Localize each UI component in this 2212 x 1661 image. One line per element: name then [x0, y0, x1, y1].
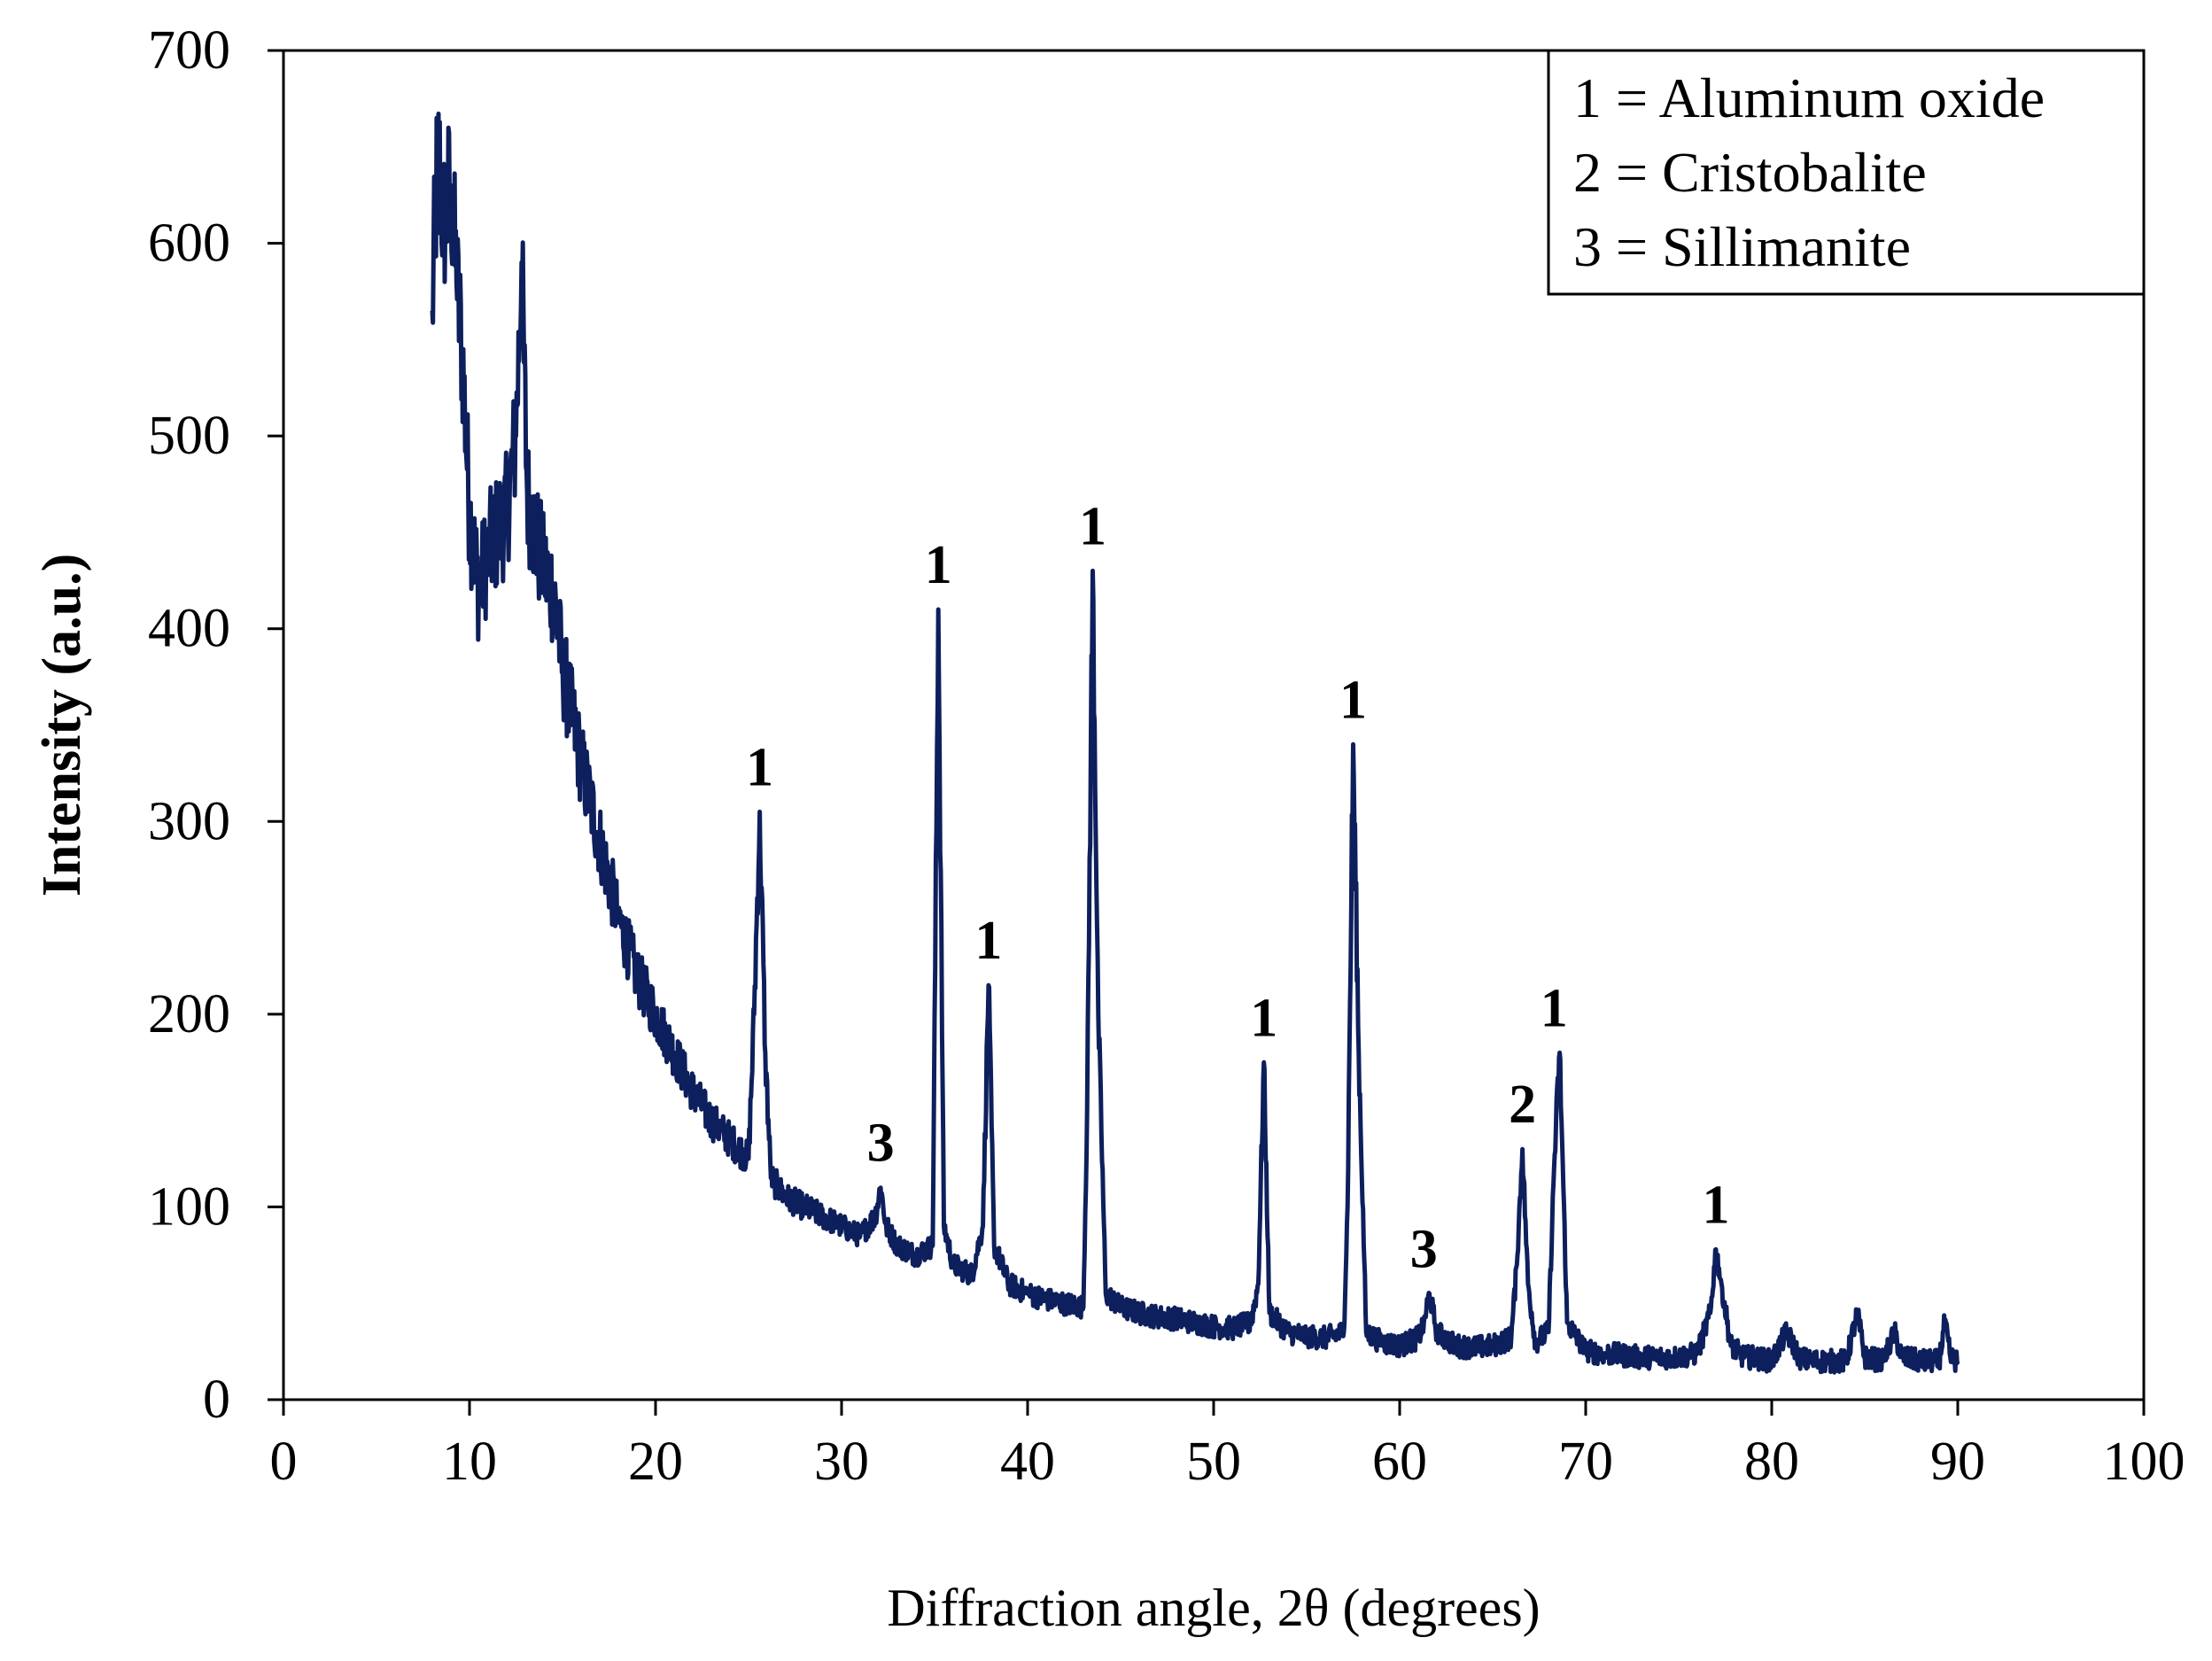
x-tick-label: 100 [2103, 1432, 2185, 1492]
series-line-xrd-pattern [430, 111, 1960, 1375]
peak-label: 1 [974, 911, 1002, 971]
legend: 1 = Aluminum oxide 2 = Cristobalite 3 = … [1547, 49, 2146, 296]
y-tick-label: 200 [148, 984, 230, 1044]
legend-entry-aluminum-oxide: 1 = Aluminum oxide [1573, 66, 2045, 129]
peak-label: 1 [1541, 978, 1568, 1038]
x-tick-label: 30 [814, 1432, 869, 1492]
x-tick-label: 0 [270, 1432, 298, 1492]
y-tick-label: 700 [148, 20, 230, 81]
x-tick-label: 70 [1558, 1432, 1613, 1492]
peak-label: 2 [1509, 1075, 1536, 1135]
y-tick-label: 0 [203, 1370, 230, 1430]
peak-label: 1 [925, 535, 952, 595]
x-tick-label: 20 [628, 1432, 683, 1492]
x-axis-title: Diffraction angle, 2θ (degrees) [887, 1579, 1540, 1637]
y-tick-label: 500 [148, 406, 230, 466]
legend-entry-cristobalite: 2 = Cristobalite [1573, 141, 1927, 204]
x-tick-label: 80 [1744, 1432, 1799, 1492]
legend-box [1547, 49, 2146, 296]
peak-label: 3 [1410, 1219, 1438, 1279]
x-tick-label: 90 [1930, 1432, 1985, 1492]
peak-label: 1 [1703, 1175, 1730, 1235]
x-tick-label: 50 [1186, 1432, 1241, 1492]
peak-label: 1 [1250, 988, 1277, 1048]
y-tick-label: 600 [148, 213, 230, 274]
y-tick-label: 400 [148, 599, 230, 659]
y-axis-title: Intensity (a.u.) [32, 554, 92, 897]
y-tick-label: 300 [148, 791, 230, 851]
legend-entry-sillimanite: 3 = Sillimanite [1573, 215, 1911, 278]
x-tick-label: 10 [442, 1432, 497, 1492]
peak-label: 1 [746, 737, 773, 797]
peak-label: 3 [867, 1114, 895, 1174]
y-tick-label: 100 [148, 1176, 230, 1237]
series-layer [430, 111, 1960, 1375]
y-axis: 0 100 200 300 400 500 600 700 [148, 20, 283, 1430]
x-tick-label: 60 [1372, 1432, 1427, 1492]
x-axis: 0 10 20 30 40 50 60 70 80 90 100 [270, 1400, 2185, 1492]
peak-label: 1 [1339, 670, 1367, 730]
peak-label: 1 [1079, 496, 1106, 556]
x-tick-label: 40 [1000, 1432, 1055, 1492]
